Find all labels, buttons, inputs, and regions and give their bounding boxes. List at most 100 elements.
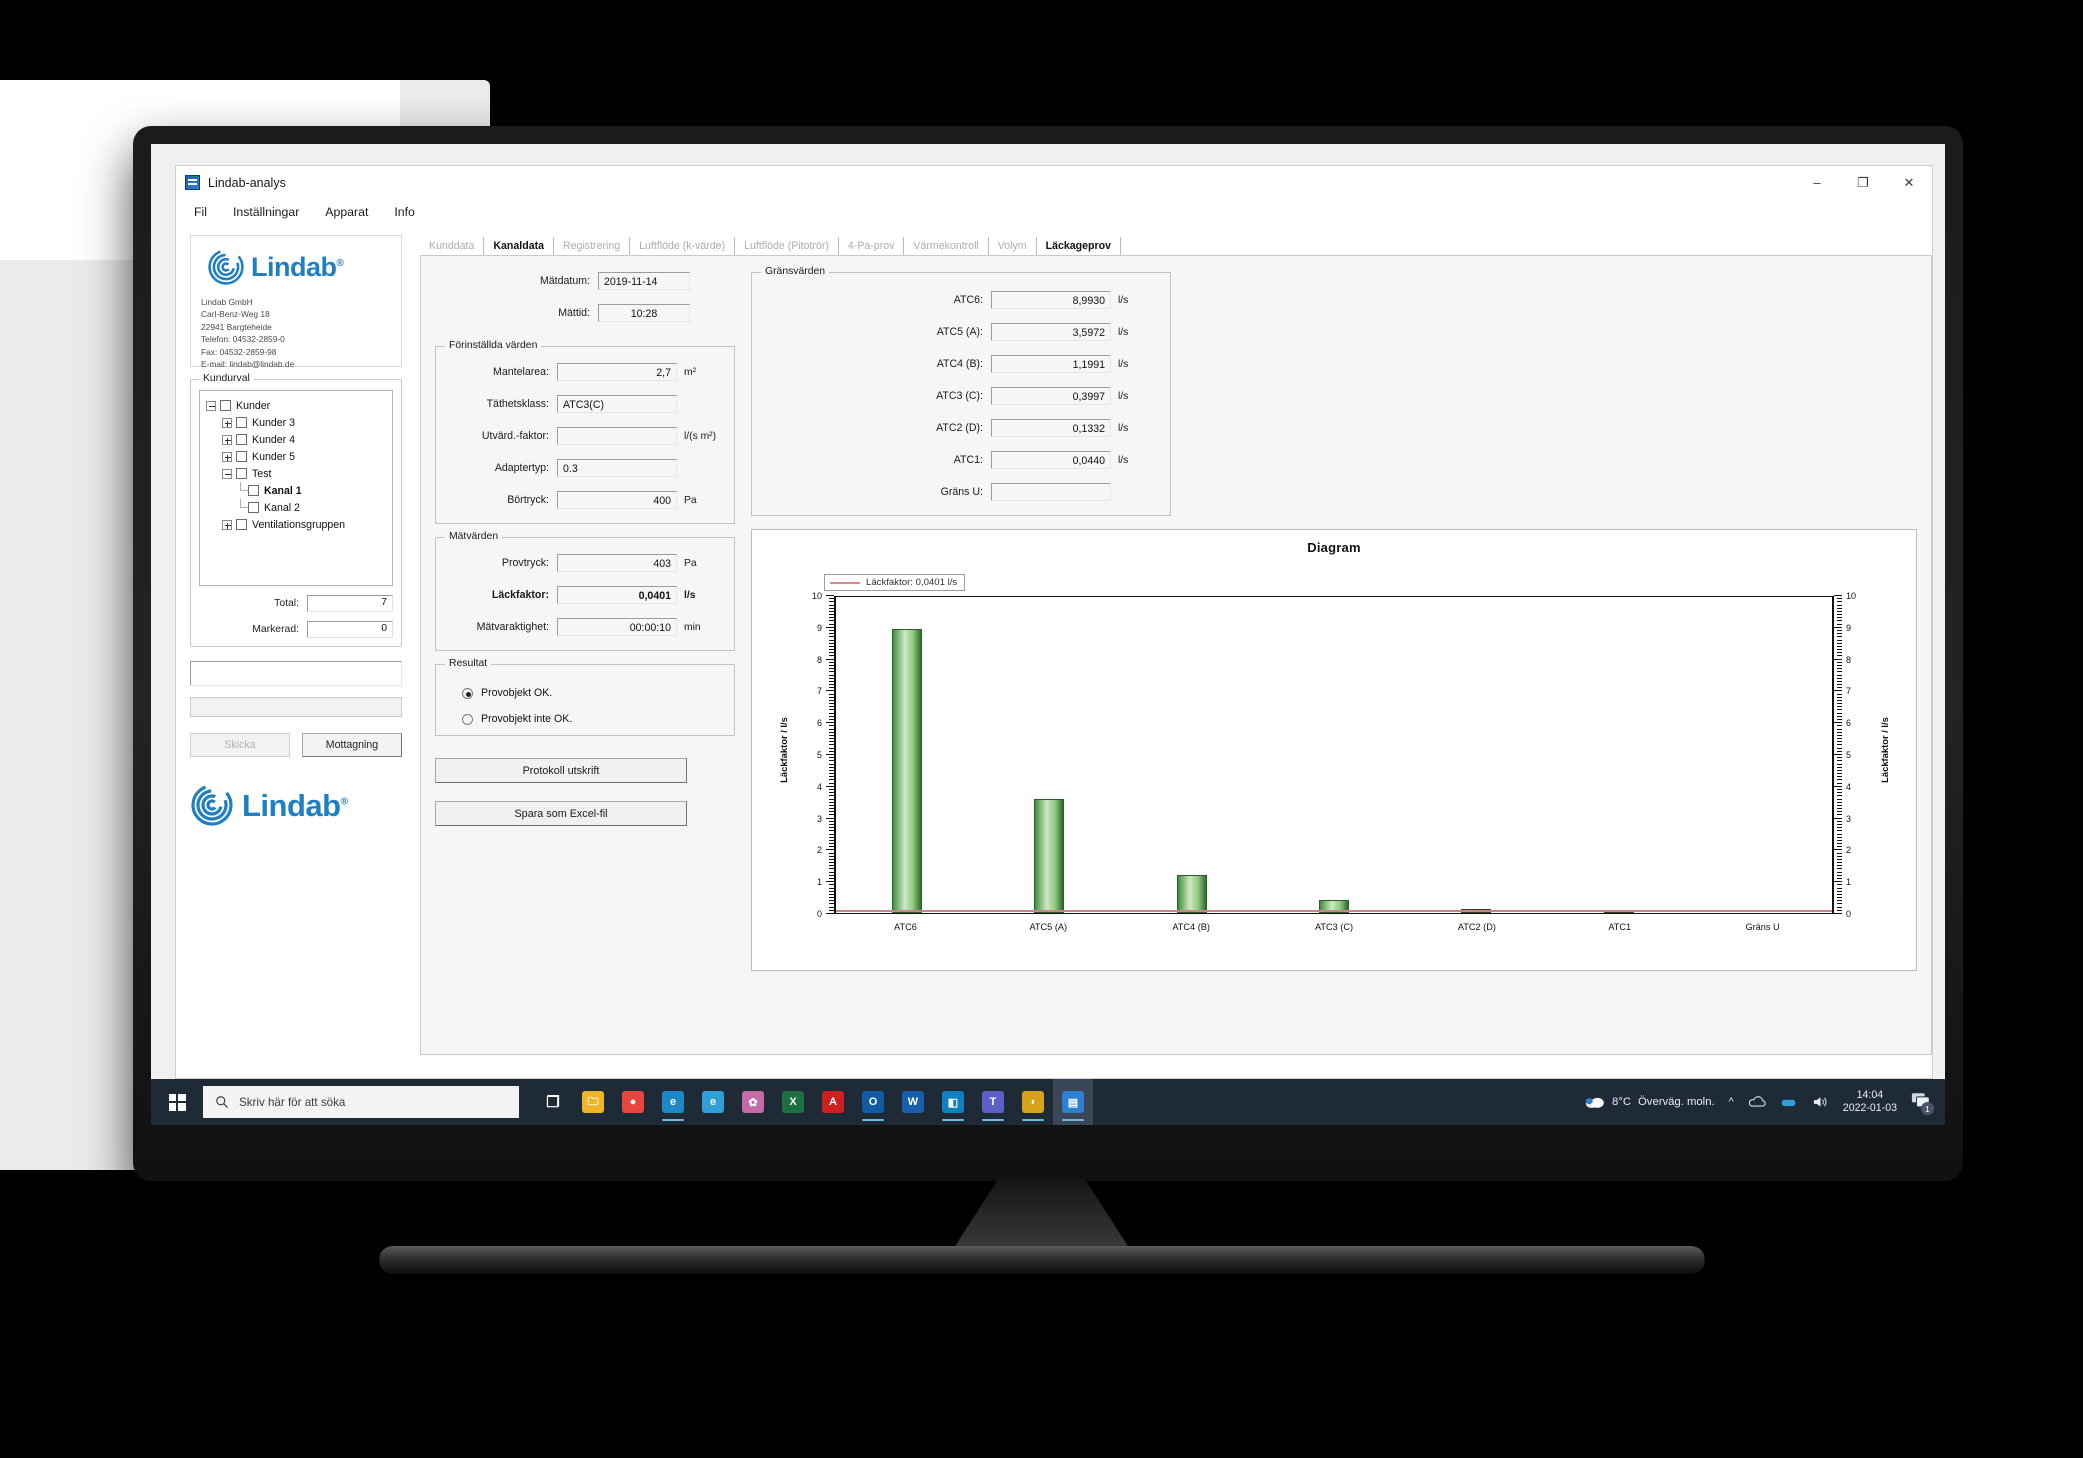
checkbox[interactable] (220, 400, 231, 411)
skicka-button[interactable]: Skicka (190, 733, 290, 757)
tray-chevron-up-icon[interactable]: ^ (1728, 1096, 1734, 1108)
tree-node-kanal-2[interactable]: Kanal 2 (206, 499, 386, 516)
edge-icon: e (662, 1091, 684, 1113)
radio-icon-unselected[interactable] (462, 713, 473, 725)
tab-luftflode-pitotror[interactable]: Luftflöde (Pitotrör) (735, 237, 839, 255)
onedrive-icon[interactable] (1748, 1095, 1766, 1109)
menu-item-apparat[interactable]: Apparat (325, 205, 369, 219)
taskbar-icon-file-explorer[interactable]: 🗀 (573, 1079, 613, 1125)
tree-node-test[interactable]: Test (206, 465, 386, 482)
y-axis-minor-tick (829, 620, 834, 622)
mottagning-button[interactable]: Mottagning (302, 733, 402, 757)
tab-kanaldata[interactable]: Kanaldata (484, 237, 555, 255)
close-button[interactable]: ✕ (1903, 174, 1915, 190)
tab-lackageprov[interactable]: Läckageprov (1037, 237, 1121, 255)
spara-som-excel-button[interactable]: Spara som Excel-fil (435, 801, 687, 826)
tab-4-pa-prov[interactable]: 4-Pa-prov (839, 237, 905, 255)
taskbar-icon-autocad[interactable]: ◗ (1013, 1079, 1053, 1125)
atc5-row: ATC5 (A): 3,5972 l/s (766, 323, 1156, 341)
matvaraktighet-value[interactable]: 00:00:10 (557, 618, 677, 636)
taskbar-icon-acrobat[interactable]: A (813, 1079, 853, 1125)
radio-label: Provobjekt inte OK. (481, 713, 573, 725)
checkbox[interactable] (248, 485, 259, 496)
expander-minus-icon[interactable] (222, 468, 232, 479)
checkbox[interactable] (236, 468, 247, 479)
y-axis-minor-tick (1837, 668, 1842, 670)
checkbox[interactable] (236, 451, 247, 462)
checkbox[interactable] (236, 417, 247, 428)
taskbar-icon-paint-3d[interactable]: ✿ (733, 1079, 773, 1125)
y-axis-minor-tick (829, 804, 834, 806)
volume-icon[interactable] (1812, 1095, 1829, 1109)
radio-provobjekt-inte-ok[interactable]: Provobjekt inte OK. (462, 713, 722, 725)
taskbar-search[interactable]: Skriv här för att söka (203, 1086, 519, 1118)
expander-minus-icon[interactable] (206, 400, 216, 411)
taskbar-clock[interactable]: 14:04 2022-01-03 (1843, 1089, 1897, 1115)
tab-registrering[interactable]: Registrering (554, 237, 631, 255)
utvard-faktor-value[interactable] (557, 427, 677, 445)
taskbar-icon-internet-explorer[interactable]: e (693, 1079, 733, 1125)
taskbar-icon-outlook[interactable]: O (853, 1079, 893, 1125)
address-phone: Telefon: 04532-2859-0 (201, 334, 285, 345)
menu-item-fil[interactable]: Fil (194, 205, 207, 219)
expander-plus-icon[interactable] (222, 519, 232, 530)
mattid-value[interactable]: 10:28 (598, 304, 690, 322)
tab-varmekontroll[interactable]: Värmekontroll (904, 237, 989, 255)
taskbar-icon-lindab-analys[interactable]: ▤ (1053, 1079, 1093, 1125)
checkbox[interactable] (236, 519, 247, 530)
expander-plus-icon[interactable] (222, 417, 232, 428)
tree-node-kunder-5[interactable]: Kunder 5 (206, 448, 386, 465)
weather-widget[interactable]: 8°C Överväg. moln. (1585, 1094, 1715, 1110)
tree-node-kunder[interactable]: Kunder (206, 397, 386, 414)
excel-icon: X (782, 1091, 804, 1113)
taskbar-icon-word[interactable]: W (893, 1079, 933, 1125)
matdatum-value[interactable]: 2019-11-14 (598, 272, 690, 290)
protokoll-utskrift-button[interactable]: Protokoll utskrift (435, 758, 687, 783)
customer-tree[interactable]: Kunder Kunder 3 (199, 390, 393, 586)
adaptertyp-value[interactable]: 0.3 (557, 459, 677, 477)
tree-node-kunder-4[interactable]: Kunder 4 (206, 431, 386, 448)
start-button[interactable] (151, 1079, 203, 1125)
taskbar-icon-excel[interactable]: X (773, 1079, 813, 1125)
checkbox[interactable] (248, 502, 259, 513)
menu-item-info[interactable]: Info (394, 205, 415, 219)
expander-plus-icon[interactable] (222, 434, 232, 445)
provtryck-value[interactable]: 403 (557, 554, 677, 572)
y-axis-minor-tick (829, 865, 834, 867)
taskbar-icon-sharepoint[interactable]: ◧ (933, 1079, 973, 1125)
atc3-row: ATC3 (C): 0,3997 l/s (766, 387, 1156, 405)
taskbar-icon-task-view[interactable]: ❐ (533, 1079, 573, 1125)
mantelarea-value[interactable]: 2,7 (557, 363, 677, 381)
expander-plus-icon[interactable] (222, 451, 232, 462)
y-axis-minor-tick (829, 839, 834, 841)
menu-item-installningar[interactable]: Inställningar (232, 205, 300, 219)
tab-kunddata[interactable]: Kunddata (420, 237, 485, 255)
y-axis-minor-tick (829, 731, 834, 733)
minimize-button[interactable]: – (1813, 175, 1821, 190)
network-icon[interactable] (1780, 1096, 1798, 1109)
radio-icon-selected[interactable] (462, 687, 473, 699)
taskbar-icon-chrome[interactable]: ● (613, 1079, 653, 1125)
resultat-legend: Resultat (445, 658, 492, 669)
checkbox[interactable] (236, 434, 247, 445)
lackfaktor-value[interactable]: 0,0401 (557, 586, 677, 604)
radio-provobjekt-ok[interactable]: Provobjekt OK. (462, 687, 722, 699)
tree-node-kanal-1[interactable]: Kanal 1 (206, 482, 386, 499)
taskbar-icon-edge[interactable]: e (653, 1079, 693, 1125)
y-axis-minor-tick (1837, 871, 1842, 873)
tree-node-ventilationsgruppen[interactable]: Ventilationsgruppen (206, 516, 386, 533)
tab-luftflode-k-varde[interactable]: Luftflöde (k-värde) (630, 237, 736, 255)
maximize-restore-button[interactable]: ❐ (1857, 174, 1869, 190)
tree-node-label: Ventilationsgruppen (252, 518, 346, 531)
sidebar-text-input[interactable] (190, 661, 402, 686)
atc4-value: 1,1991 (991, 355, 1111, 373)
chart-bar-cell (1263, 597, 1405, 913)
tathetsklass-value[interactable]: ATC3(C) (557, 395, 677, 413)
tree-node-kunder-3[interactable]: Kunder 3 (206, 414, 386, 431)
tab-volym[interactable]: Volym (989, 237, 1037, 255)
y-axis-minor-tick (1837, 629, 1842, 631)
notification-center-button[interactable]: 1 (1911, 1092, 1934, 1115)
bortryck-value[interactable]: 400 (557, 491, 677, 509)
y-axis-ticks-right (1834, 595, 1842, 914)
taskbar-icon-teams[interactable]: T (973, 1079, 1013, 1125)
